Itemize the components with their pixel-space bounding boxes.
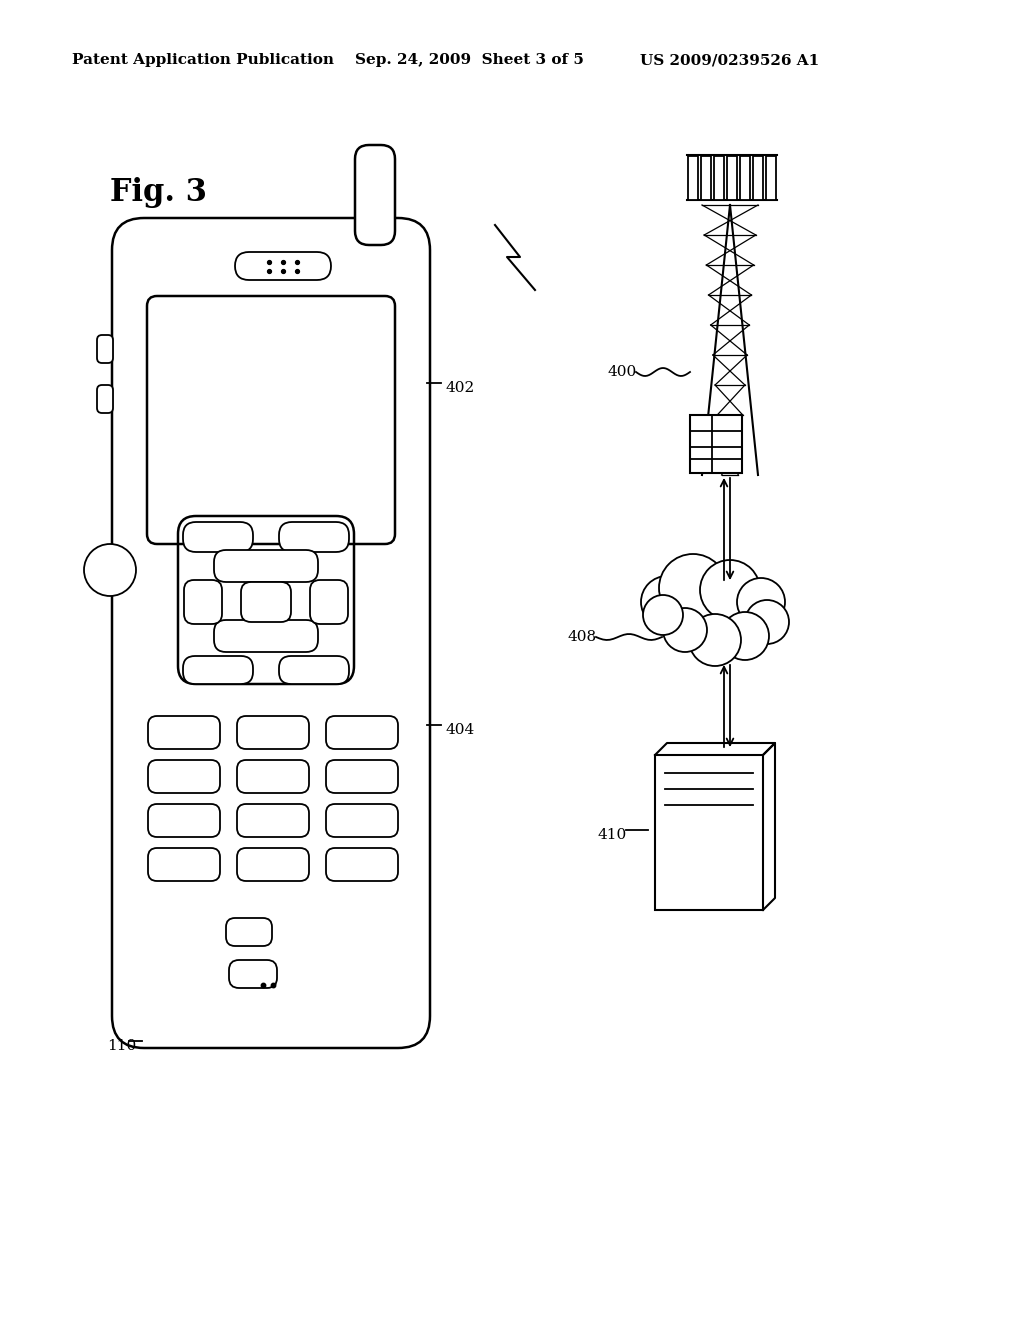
Text: Fig. 3: Fig. 3 <box>110 177 207 207</box>
FancyBboxPatch shape <box>237 804 309 837</box>
FancyBboxPatch shape <box>279 656 349 684</box>
Bar <box>753 156 763 201</box>
Text: Patent Application Publication: Patent Application Publication <box>72 53 334 67</box>
FancyBboxPatch shape <box>97 385 113 413</box>
Bar <box>740 156 750 201</box>
FancyBboxPatch shape <box>310 579 348 624</box>
FancyBboxPatch shape <box>234 252 331 280</box>
Circle shape <box>663 609 707 652</box>
FancyBboxPatch shape <box>237 715 309 748</box>
Circle shape <box>84 544 136 597</box>
FancyBboxPatch shape <box>326 804 398 837</box>
FancyBboxPatch shape <box>147 296 395 544</box>
FancyBboxPatch shape <box>183 521 253 552</box>
FancyBboxPatch shape <box>355 145 395 246</box>
Circle shape <box>641 576 693 628</box>
FancyBboxPatch shape <box>148 715 220 748</box>
Circle shape <box>700 560 760 620</box>
Circle shape <box>721 612 769 660</box>
Text: Sep. 24, 2009  Sheet 3 of 5: Sep. 24, 2009 Sheet 3 of 5 <box>355 53 584 67</box>
Circle shape <box>737 578 785 626</box>
FancyBboxPatch shape <box>279 521 349 552</box>
FancyBboxPatch shape <box>148 760 220 793</box>
Bar <box>655 755 763 909</box>
FancyBboxPatch shape <box>326 847 398 880</box>
FancyBboxPatch shape <box>237 847 309 880</box>
FancyBboxPatch shape <box>214 550 318 582</box>
FancyBboxPatch shape <box>148 804 220 837</box>
Bar <box>688 156 698 201</box>
FancyBboxPatch shape <box>112 218 430 1048</box>
Bar <box>727 156 737 201</box>
Bar <box>714 156 724 201</box>
FancyBboxPatch shape <box>237 760 309 793</box>
Bar <box>701 156 711 201</box>
Bar <box>766 156 776 201</box>
Text: US 2009/0239526 A1: US 2009/0239526 A1 <box>640 53 819 67</box>
Circle shape <box>643 595 683 635</box>
FancyBboxPatch shape <box>183 656 253 684</box>
Text: 410: 410 <box>598 828 628 842</box>
Text: 400: 400 <box>608 366 637 379</box>
FancyBboxPatch shape <box>148 847 220 880</box>
FancyBboxPatch shape <box>184 579 222 624</box>
Circle shape <box>659 554 727 622</box>
FancyBboxPatch shape <box>226 917 272 946</box>
Text: 408: 408 <box>568 630 597 644</box>
FancyBboxPatch shape <box>241 582 291 622</box>
FancyBboxPatch shape <box>326 760 398 793</box>
FancyBboxPatch shape <box>326 715 398 748</box>
Circle shape <box>745 601 790 644</box>
Bar <box>690 414 742 473</box>
FancyBboxPatch shape <box>214 620 318 652</box>
FancyBboxPatch shape <box>229 960 278 987</box>
FancyBboxPatch shape <box>97 335 113 363</box>
Text: 402: 402 <box>445 381 474 395</box>
Circle shape <box>689 614 741 667</box>
Text: 110: 110 <box>106 1039 136 1053</box>
Text: 404: 404 <box>445 723 474 737</box>
